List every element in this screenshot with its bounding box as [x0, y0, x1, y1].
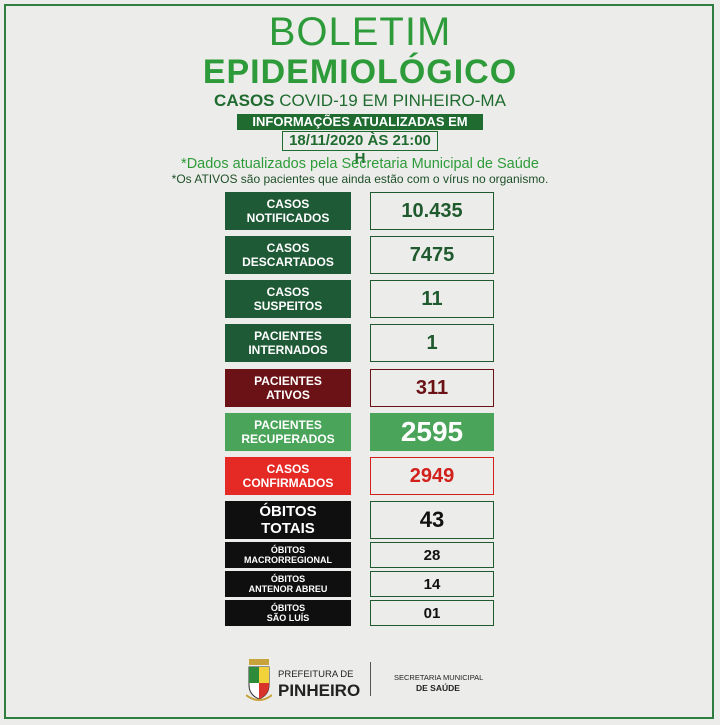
title-boletim: BOLETIM [268, 10, 452, 54]
stat-label: PACIENTES INTERNADOS [225, 324, 351, 362]
stat-value: 14 [370, 571, 494, 597]
stat-value: 28 [370, 542, 494, 568]
page-frame [4, 4, 714, 719]
stat-label-line1: CASOS [266, 197, 310, 211]
stat-label: ÓBITOS MACRORREGIONAL [225, 542, 351, 568]
pinheiro-coat-of-arms-icon [246, 659, 272, 701]
stat-value: 43 [370, 501, 494, 539]
stat-label: PACIENTES RECUPERADOS [225, 413, 351, 451]
stat-label: ÓBITOS ANTENOR ABREU [225, 571, 351, 597]
stat-label-line1: ÓBITOS [270, 603, 306, 613]
footer-secretaria: SECRETARIA MUNICIPAL DE SAÚDE [394, 672, 484, 694]
stat-label-line1: PACIENTES [254, 418, 322, 432]
footer-prefeitura-line2: PINHEIRO [278, 681, 361, 700]
stat-value: 311 [370, 369, 494, 407]
stat-value: 10.435 [370, 192, 494, 230]
stat-label: ÓBITOS SÃO LUÍS [225, 600, 351, 626]
stat-label-line2: MACRORREGIONAL [244, 555, 332, 565]
stat-label: CASOS NOTIFICADOS [225, 192, 351, 230]
subtitle-rest: COVID-19 EM PINHEIRO-MA [274, 91, 506, 110]
stat-label-line1: PACIENTES [254, 329, 322, 343]
stat-label: CASOS SUSPEITOS [225, 280, 351, 318]
stat-label: PACIENTES ATIVOS [225, 369, 351, 407]
stat-label-line1: CASOS [266, 285, 310, 299]
stat-label-line2: TOTAIS [261, 520, 315, 537]
stat-label-line1: PACIENTES [254, 374, 322, 388]
footer-prefeitura-line1: PREFEITURA DE [278, 669, 354, 680]
stat-label-line1: ÓBITOS [270, 545, 306, 555]
note-ativos: *Os ATIVOS são pacientes que ainda estão… [171, 172, 549, 186]
title-epidemiologico: EPIDEMIOLÓGICO [202, 53, 518, 91]
stat-label-line1: ÓBITOS [270, 574, 306, 584]
footer-divider [370, 662, 371, 696]
stat-label-line2: ANTENOR ABREU [248, 584, 328, 594]
subtitle-bold: CASOS [214, 91, 275, 110]
stat-label: CASOS CONFIRMADOS [225, 457, 351, 495]
stat-label-line2: ATIVOS [266, 388, 310, 402]
stat-label-line2: SÃO LUÍS [266, 613, 310, 623]
stat-value: 2949 [370, 457, 494, 495]
info-label: INFORMAÇÕES ATUALIZADAS EM [237, 114, 483, 130]
stat-label-line1: CASOS [266, 462, 310, 476]
stat-label-line1: CASOS [266, 241, 310, 255]
stat-value: 2595 [370, 413, 494, 451]
note-source: *Dados atualizados pela Secretaria Munic… [181, 156, 539, 172]
stat-value: 1 [370, 324, 494, 362]
stat-label-line2: RECUPERADOS [241, 432, 335, 446]
stat-label: ÓBITOS TOTAIS [225, 501, 351, 539]
subtitle: CASOS COVID-19 EM PINHEIRO-MA [0, 91, 720, 111]
stat-label-line2: SUSPEITOS [253, 299, 323, 313]
stat-value: 01 [370, 600, 494, 626]
stat-label-line1: ÓBITOS [259, 503, 317, 520]
stat-label-line2: CONFIRMADOS [242, 476, 334, 490]
footer-secretaria-line2: DE SAÚDE [416, 683, 460, 693]
stat-label-line2: INTERNADOS [248, 343, 328, 357]
info-date: 18/11/2020 ÀS 21:00 H [282, 131, 438, 167]
stat-label: CASOS DESCARTADOS [225, 236, 351, 274]
stat-label-line2: DESCARTADOS [242, 255, 334, 269]
footer-secretaria-line1: SECRETARIA MUNICIPAL [394, 673, 484, 682]
stat-value: 7475 [370, 236, 494, 274]
stat-value: 11 [370, 280, 494, 318]
stat-label-line2: NOTIFICADOS [246, 211, 330, 225]
footer-prefeitura: PREFEITURA DE PINHEIRO [278, 668, 360, 700]
